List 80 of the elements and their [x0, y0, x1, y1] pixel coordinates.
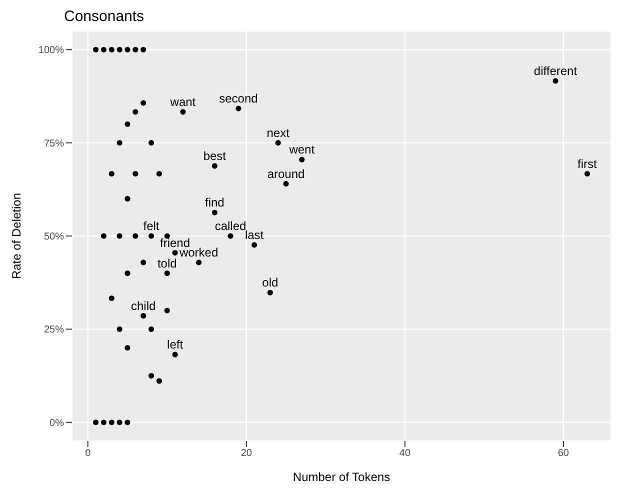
point	[100, 233, 107, 239]
x-axis-title: Number of Tokens	[292, 470, 390, 484]
annotation: around	[267, 166, 305, 181]
point	[148, 140, 154, 146]
point	[92, 46, 99, 52]
annotation: friend	[160, 236, 190, 250]
annotation: left	[167, 338, 184, 352]
chart-title: Consonants	[64, 8, 146, 25]
point	[124, 46, 130, 52]
annotation: next	[266, 126, 290, 140]
point	[116, 420, 122, 426]
point	[156, 378, 162, 384]
point	[267, 290, 273, 296]
x-tick-label: 0	[85, 448, 92, 460]
point	[132, 109, 138, 115]
annotation: first	[578, 156, 598, 171]
point	[236, 106, 242, 112]
y-tick-label: 25%	[44, 324, 64, 336]
point	[196, 260, 202, 266]
point	[212, 210, 218, 216]
point	[124, 121, 130, 127]
point	[100, 420, 107, 426]
point	[275, 140, 281, 146]
point	[108, 295, 114, 302]
point	[212, 163, 218, 169]
annotation: felt	[143, 219, 160, 233]
point	[132, 233, 138, 239]
y-axis-title: Rate of Deletion	[9, 192, 24, 280]
y-tick-label: 75%	[44, 138, 64, 150]
y-tick-label: 50%	[44, 232, 64, 243]
point	[140, 46, 146, 52]
annotation: second	[219, 92, 258, 106]
point	[552, 78, 558, 84]
point	[148, 372, 154, 379]
annotation: want	[169, 94, 196, 109]
point	[252, 242, 258, 248]
point	[124, 420, 130, 426]
annotation: last	[244, 228, 264, 242]
x-tick-label: 60	[558, 448, 570, 460]
annotation: find	[204, 196, 224, 210]
point	[172, 250, 178, 256]
annotation: different	[534, 64, 578, 78]
point	[172, 352, 178, 358]
annotation: told	[157, 256, 177, 270]
point	[283, 181, 289, 187]
x-tick-label: 40	[399, 448, 411, 460]
point	[132, 170, 138, 177]
point	[140, 260, 146, 266]
point	[124, 196, 130, 202]
point	[92, 420, 99, 426]
annotation: old	[262, 276, 278, 290]
point	[164, 308, 170, 314]
annotation: called	[214, 219, 246, 233]
point	[164, 270, 170, 276]
point	[116, 46, 122, 52]
annotation: child	[130, 298, 156, 313]
y-tick-label: 100%	[38, 45, 64, 56]
point	[100, 46, 107, 52]
point	[132, 46, 138, 52]
point	[299, 156, 305, 162]
point	[148, 326, 154, 332]
point	[124, 270, 130, 276]
annotation: went	[288, 142, 316, 157]
x-tick-label: 20	[240, 448, 252, 460]
point	[156, 170, 162, 177]
point	[584, 170, 590, 177]
annotation: best	[203, 148, 227, 163]
point	[116, 326, 122, 332]
point	[180, 109, 186, 115]
point	[108, 46, 114, 52]
point	[140, 312, 146, 319]
point	[116, 233, 122, 239]
point	[148, 233, 154, 239]
point	[116, 140, 122, 146]
point	[108, 420, 114, 426]
point	[124, 345, 130, 351]
point	[108, 170, 114, 177]
y-tick-label: 0%	[50, 418, 64, 429]
point	[228, 233, 234, 239]
point	[140, 100, 146, 106]
